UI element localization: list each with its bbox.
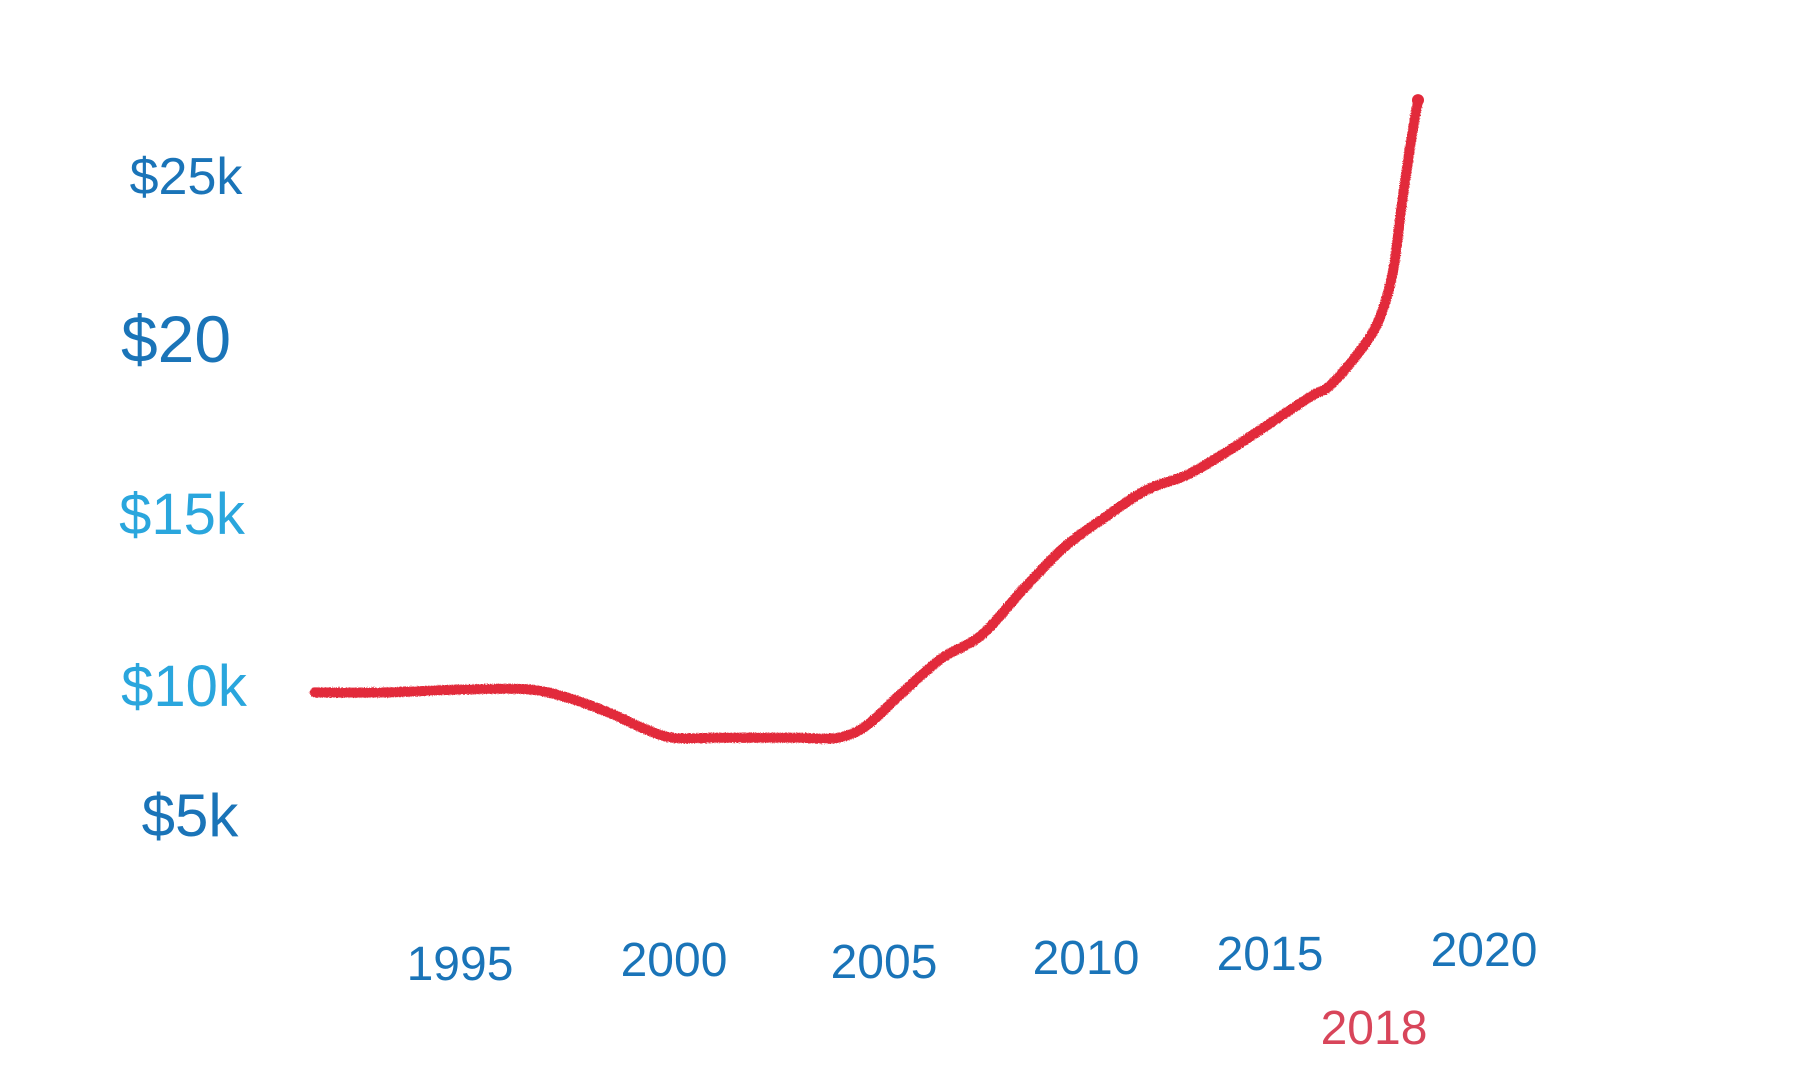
y-tick-label-10k: $10k xyxy=(121,654,248,719)
y-tick-label-20: $20 xyxy=(121,302,231,376)
x-tick-label-2015: 2015 xyxy=(1217,928,1324,981)
x-tick-label-1995: 1995 xyxy=(407,938,514,991)
x-tick-label-2000: 2000 xyxy=(621,934,728,987)
x-tick-label-2020: 2020 xyxy=(1431,924,1538,977)
x-tick-label-2005: 2005 xyxy=(831,936,938,989)
series-end-point xyxy=(1412,94,1424,107)
x-tick-label-2010: 2010 xyxy=(1033,932,1140,985)
y-tick-label-25k: $25k xyxy=(130,148,244,206)
y-tick-label-5k: $5k xyxy=(142,782,240,849)
y-tick-label-15k: $15k xyxy=(119,482,246,547)
annotation-2018-label: 2018 xyxy=(1321,1002,1428,1055)
series-line xyxy=(309,95,1423,744)
